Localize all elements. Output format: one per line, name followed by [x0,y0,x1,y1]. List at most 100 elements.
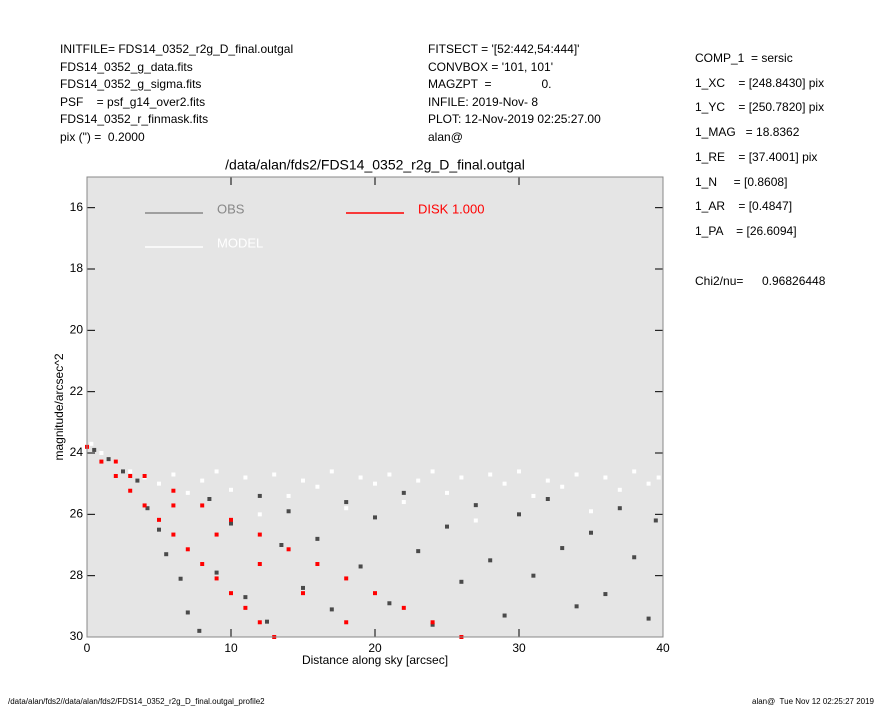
data-point [128,474,133,478]
data-point [145,506,150,511]
data-point [257,620,262,625]
data-point [185,610,190,615]
data-point [315,484,320,489]
data-point [99,459,104,464]
legend-label: MODEL [217,235,263,250]
y-tick-label: 20 [70,323,84,337]
x-tick-label: 10 [224,641,238,655]
data-point [473,518,478,523]
x-tick-label: 30 [512,641,526,655]
y-tick-label: 28 [70,568,84,582]
data-point [387,472,392,477]
header-text: 1_MAG = 18.8362 [695,125,800,140]
data-point [243,475,248,480]
data-point [229,521,233,526]
data-point [358,475,363,480]
data-point [653,518,658,523]
x-tick-label: 20 [368,641,382,655]
data-point [301,478,305,483]
data-point [617,487,622,492]
data-point [257,512,262,517]
data-point [142,503,147,508]
data-point [373,515,377,520]
x-tick-label: 40 [656,641,670,655]
data-point [214,469,219,474]
data-point [401,605,406,610]
header-text: FDS14_0352_r_finmask.fits [60,112,209,126]
data-point [373,481,377,486]
data-point [157,517,161,522]
data-point [113,474,118,478]
data-point [128,469,133,474]
data-point [214,570,219,575]
data-point [301,585,305,590]
data-point [243,605,248,610]
y-tick-label: 24 [70,445,84,459]
data-point [200,562,205,567]
y-tick-label: 22 [70,384,84,398]
data-point [459,475,464,480]
data-point [329,607,334,612]
data-point [257,532,262,537]
data-point [171,488,176,493]
data-point [656,475,661,480]
data-point [617,506,622,511]
data-point [574,604,579,609]
y-axis-label: magnitude/arcsec^2 [52,353,66,460]
data-point [358,564,363,569]
data-point [92,447,97,452]
data-point [344,620,349,625]
data-point [416,478,421,483]
data-point [416,549,421,554]
data-point [344,506,349,511]
data-point [200,503,205,508]
data-point [488,558,493,563]
data-point [589,530,593,535]
data-point [178,576,183,581]
data-point [430,620,435,625]
data-point [286,493,291,498]
data-point [459,579,464,584]
data-point [286,509,291,514]
header-text: 0.96826448 [762,274,826,288]
y-tick-label: 30 [70,629,84,643]
data-point [113,459,118,464]
header-text: 1_RE = [37.4001] pix [695,149,818,164]
header-text: PSF = psf_g14_over2.fits [60,94,206,109]
header-text: INITFILE= FDS14_0352_r2g_D_final.outgal [60,42,294,56]
data-point [329,469,334,474]
header-text: alan@ [428,129,463,144]
y-tick-label: 16 [70,200,84,214]
data-point [99,451,104,455]
header-text: 1_YC = [250.7820] pix [695,100,825,115]
data-point [142,474,147,478]
data-point [445,524,449,529]
header-text: 1_XC = [248.8430] pix [695,75,825,90]
header-text: 1_PA = [26.6094] [695,223,797,238]
plot-frame [86,176,664,638]
data-point [445,490,449,495]
x-axis-label: Distance along sky [arcsec] [302,653,448,667]
data-point [214,576,219,581]
data-point [589,509,593,514]
chart-title: /data/alan/fds2/FDS14_0352_r2g_D_final.o… [225,157,525,173]
data-point [157,481,161,486]
data-point [229,591,233,596]
header-text: Chi2/nu= [695,274,744,288]
data-point [473,503,478,508]
data-point [200,478,205,483]
data-point [560,546,565,551]
header-text: COMP_1 = sersic [695,51,793,65]
header-text: FDS14_0352_g_data.fits [60,59,193,74]
data-point [401,500,406,505]
data-point [502,481,507,486]
data-point [430,622,435,627]
header-text: PLOT: 12-Nov-2019 02:25:27.00 [428,112,601,126]
y-tick-label: 18 [70,261,84,275]
data-point [229,487,233,492]
data-point [545,478,550,483]
header-text: INFILE: 2019-Nov- 8 [428,94,539,109]
header-text: 1_AR = [0.4847] [695,199,793,214]
data-point [646,616,651,621]
